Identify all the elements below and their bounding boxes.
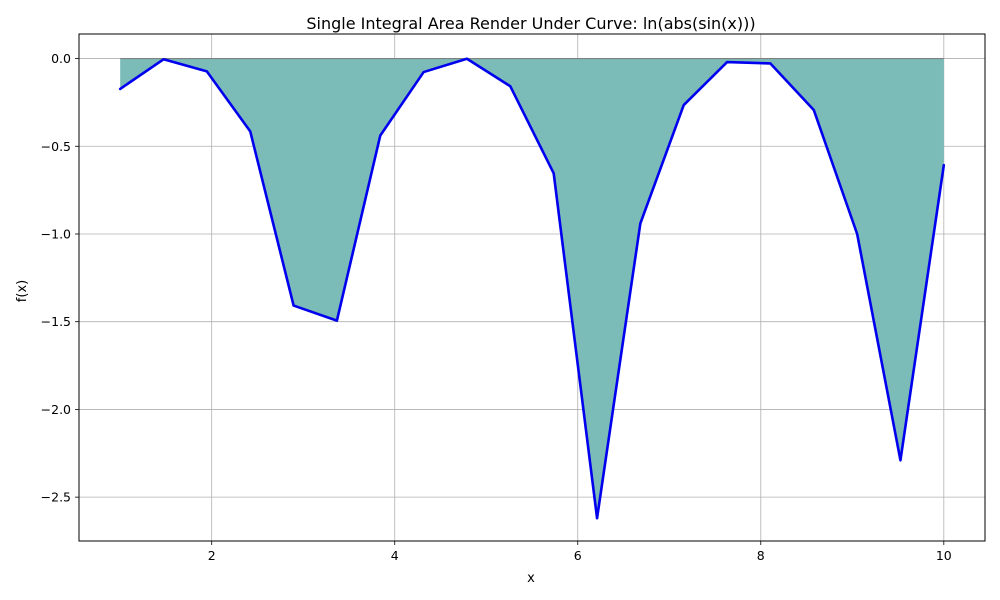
x-tick-label: 8 (757, 548, 765, 563)
y-axis: 0.0 −0.5 −1.0 −1.5 −2.0 −2.5 (41, 51, 79, 505)
y-tick-label: −0.5 (41, 139, 71, 154)
chart-title: Single Integral Area Render Under Curve:… (306, 14, 755, 33)
y-tick-label: −1.0 (41, 226, 71, 241)
y-tick-label: 0.0 (51, 51, 71, 66)
x-axis-label: x (527, 571, 535, 586)
x-tick-label: 2 (208, 548, 216, 563)
y-tick-label: −1.5 (41, 314, 71, 329)
plot-frame (78, 33, 986, 542)
y-tick-label: −2.5 (41, 490, 71, 505)
x-tick-label: 6 (574, 548, 582, 563)
series-line (118, 57, 946, 520)
y-tick-label: −2.0 (41, 402, 71, 417)
area-fill (120, 58, 944, 519)
x-tick-label: 4 (391, 548, 399, 563)
x-tick-label: 10 (936, 548, 952, 563)
y-axis-label: f(x) (15, 280, 30, 302)
x-axis: 2 4 6 8 10 (208, 541, 952, 563)
